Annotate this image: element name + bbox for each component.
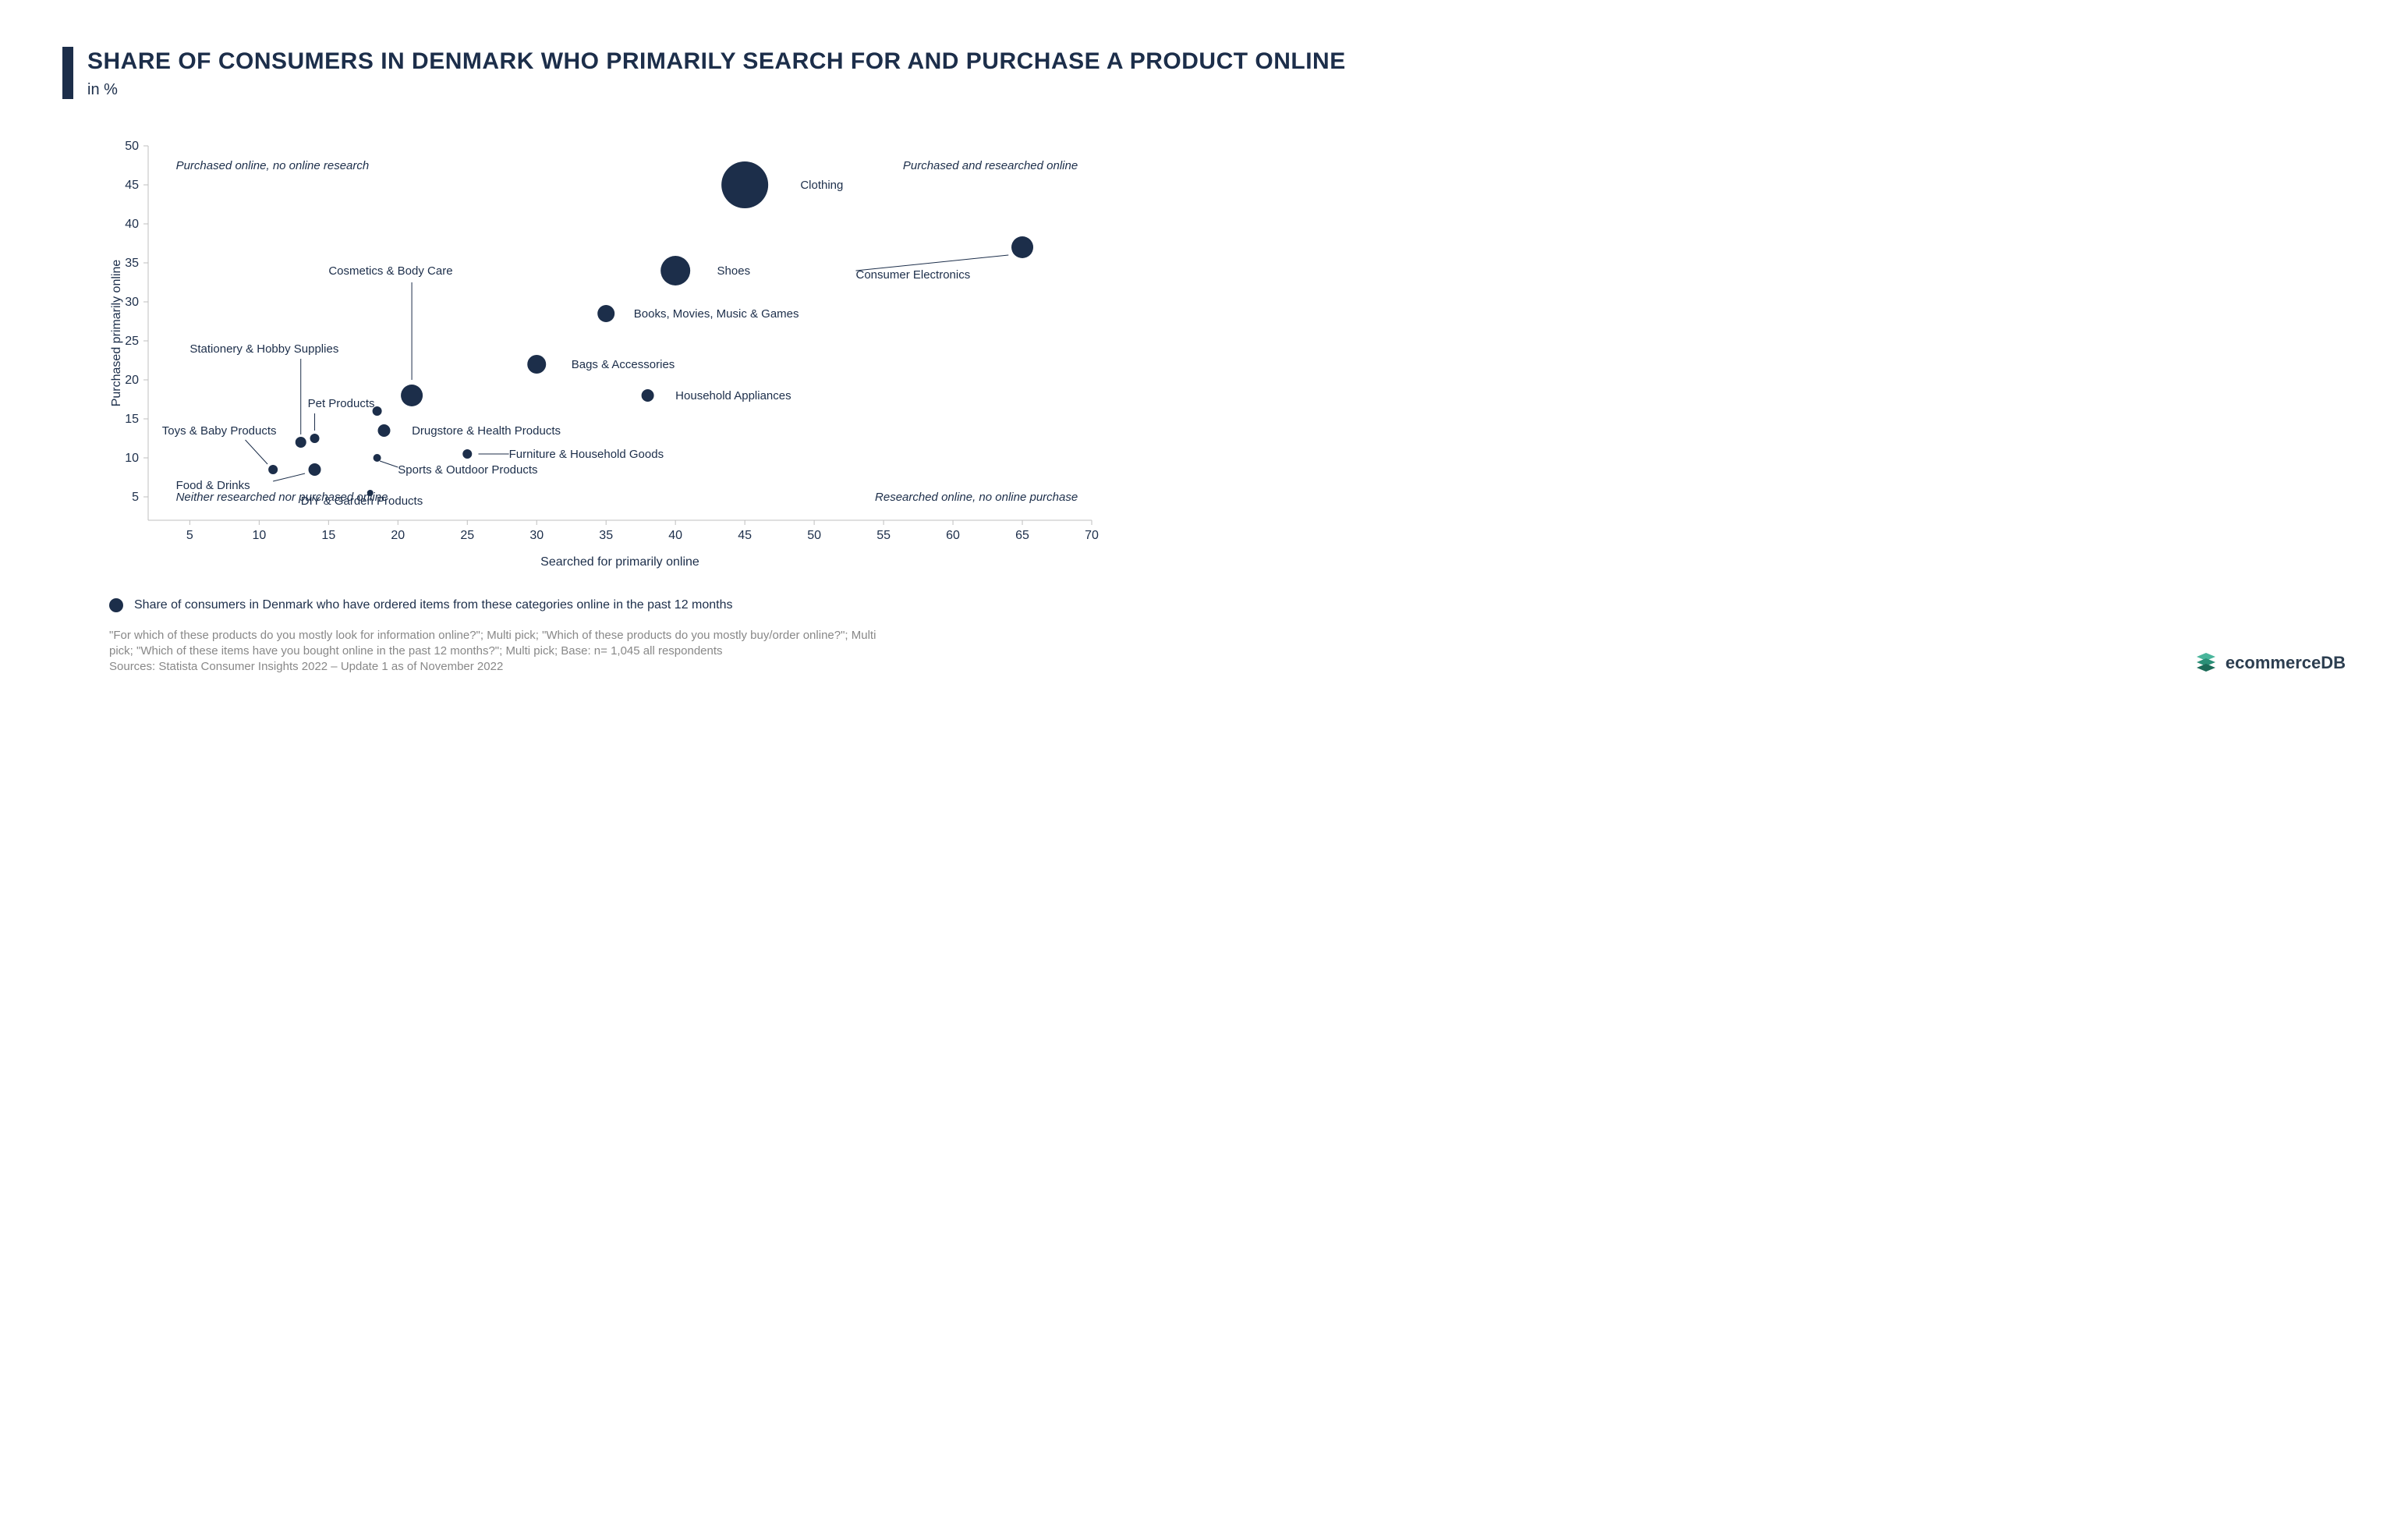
svg-text:50: 50: [807, 529, 821, 542]
bubble-point: [401, 385, 423, 406]
bubble-point: [642, 389, 654, 402]
bubble-point: [660, 256, 690, 285]
bubble-label: Consumer Electronics: [856, 268, 971, 282]
svg-text:35: 35: [599, 529, 613, 542]
svg-text:55: 55: [876, 529, 891, 542]
chart-header: SHARE OF CONSUMERS IN DENMARK WHO PRIMAR…: [62, 47, 2346, 99]
bubble-point: [527, 355, 546, 374]
svg-text:30: 30: [125, 296, 139, 309]
bubble-label: Cosmetics & Body Care: [328, 264, 452, 278]
bubble-label: Books, Movies, Music & Games: [634, 307, 799, 321]
svg-text:10: 10: [125, 452, 139, 465]
svg-text:20: 20: [391, 529, 405, 542]
svg-text:30: 30: [529, 529, 544, 542]
bubble-label: Clothing: [800, 179, 843, 192]
footer-question-text: "For which of these products do you most…: [109, 628, 889, 660]
svg-text:40: 40: [125, 218, 139, 231]
svg-text:60: 60: [946, 529, 960, 542]
svg-text:70: 70: [1085, 529, 1099, 542]
svg-text:15: 15: [321, 529, 335, 542]
bubble-point: [597, 305, 614, 322]
svg-text:5: 5: [186, 529, 193, 542]
bubble-point: [296, 437, 306, 448]
bubble-point: [310, 434, 320, 443]
chart-svg: 5 10 15 20 25 30 35 40 45 50 55 60 65 70 5 10 15 20 25 30 35…: [109, 138, 1107, 575]
legend-marker: [109, 598, 123, 612]
brand-logo: ecommerceDB: [2194, 651, 2346, 675]
svg-text:25: 25: [460, 529, 474, 542]
bubble-label: Stationery & Hobby Supplies: [189, 342, 338, 356]
svg-text:10: 10: [252, 529, 266, 542]
bubble-label: Toys & Baby Products: [162, 424, 277, 438]
svg-text:50: 50: [125, 140, 139, 153]
bubble-chart: 5 10 15 20 25 30 35 40 45 50 55 60 65 70 5 10 15 20 25 30 35…: [109, 138, 2330, 575]
bubble-point: [378, 424, 391, 437]
svg-text:40: 40: [668, 529, 682, 542]
chart-subtitle: in %: [87, 81, 1346, 99]
svg-text:Searched for primarily online: Searched for primarily online: [540, 555, 699, 569]
footer-source-text: Sources: Statista Consumer Insights 2022…: [109, 659, 889, 675]
brand-name: ecommerceDB: [2226, 651, 2346, 675]
bubble-label: Pet Products: [308, 397, 375, 410]
legend: Share of consumers in Denmark who have o…: [109, 598, 2346, 612]
bubble-label: Household Appliances: [675, 389, 791, 402]
bubble-point: [1011, 236, 1033, 258]
bubble-point: [462, 449, 472, 459]
svg-text:5: 5: [132, 491, 139, 504]
bubble-label: Furniture & Household Goods: [509, 448, 664, 461]
svg-text:Purchased online, no online re: Purchased online, no online research: [176, 159, 370, 172]
svg-text:Researched online, no online p: Researched online, no online purchase: [875, 491, 1078, 504]
svg-text:20: 20: [125, 374, 139, 387]
svg-text:65: 65: [1015, 529, 1029, 542]
bubble-label: Drugstore & Health Products: [412, 424, 561, 438]
footer: "For which of these products do you most…: [109, 628, 2346, 675]
chart-title: SHARE OF CONSUMERS IN DENMARK WHO PRIMAR…: [87, 47, 1346, 76]
svg-text:35: 35: [125, 257, 139, 270]
svg-text:45: 45: [738, 529, 752, 542]
bubble-point: [309, 463, 321, 476]
legend-text: Share of consumers in Denmark who have o…: [134, 598, 733, 612]
bubble-point: [374, 454, 381, 462]
bubble-label: Sports & Outdoor Products: [398, 463, 537, 477]
bubble-label: Shoes: [717, 264, 751, 278]
bubble-label: Bags & Accessories: [572, 358, 675, 371]
brand-icon: [2194, 651, 2218, 675]
svg-text:25: 25: [125, 335, 139, 348]
svg-text:Purchased primarily online: Purchased primarily online: [110, 259, 123, 406]
svg-text:Purchased and researched onlin: Purchased and researched online: [903, 159, 1078, 172]
bubble-point: [721, 161, 768, 208]
bubble-point: [268, 465, 278, 474]
bubble-label: DIY & Garden Products: [301, 495, 423, 508]
header-accent-bar: [62, 47, 73, 99]
bubble-label: Food & Drinks: [176, 479, 250, 492]
svg-text:45: 45: [125, 179, 139, 192]
svg-text:15: 15: [125, 413, 139, 426]
